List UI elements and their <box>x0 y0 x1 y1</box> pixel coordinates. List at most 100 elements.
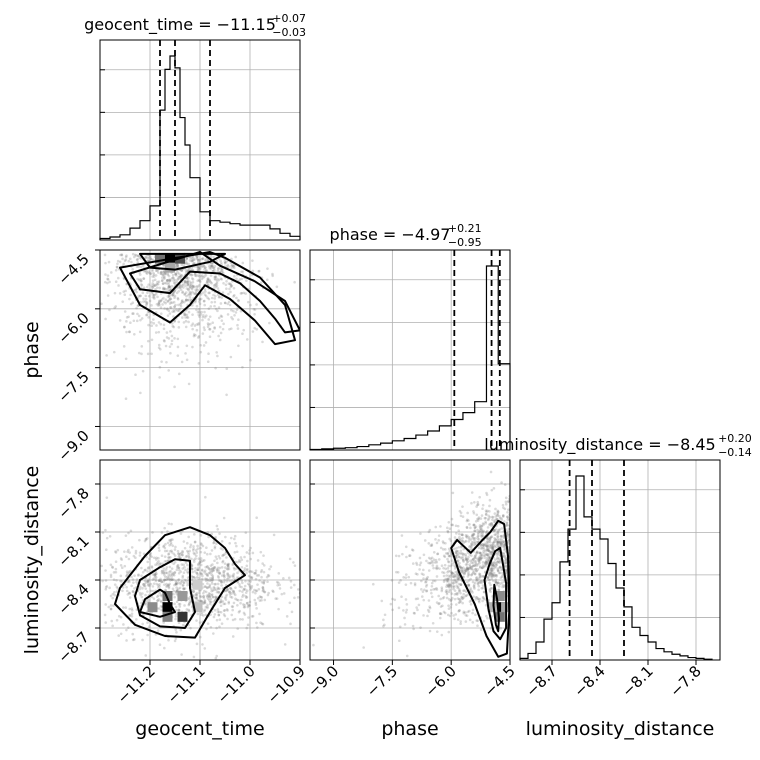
sample-point <box>195 571 199 575</box>
sample-point <box>245 338 249 341</box>
sample-point <box>491 562 495 566</box>
sample-point <box>199 297 203 301</box>
sample-point <box>163 281 167 285</box>
sample-point <box>199 267 202 270</box>
sample-point <box>130 607 134 610</box>
sample-point <box>181 290 185 294</box>
sample-point <box>186 571 190 575</box>
sample-point <box>214 582 217 586</box>
sample-point <box>199 599 202 603</box>
sample-point <box>494 580 498 584</box>
sample-point <box>184 319 188 323</box>
sample-point <box>463 540 467 544</box>
sample-point <box>147 578 151 581</box>
sample-point <box>440 586 444 589</box>
sample-point <box>488 587 492 591</box>
sample-point <box>197 267 200 271</box>
sample-point <box>404 573 408 576</box>
sample-point <box>426 575 430 579</box>
sample-point <box>402 609 405 612</box>
contour-time_phase <box>139 252 226 271</box>
sample-point <box>192 333 196 336</box>
sample-point <box>450 571 454 574</box>
sample-point <box>134 556 137 560</box>
sample-point <box>502 540 506 544</box>
sample-point <box>429 588 433 592</box>
sample-point <box>474 561 477 565</box>
sample-point <box>293 280 296 284</box>
sample-point <box>165 578 168 582</box>
sample-point <box>127 315 130 319</box>
sample-point <box>428 606 432 610</box>
sample-point <box>397 581 401 584</box>
sample-point <box>120 580 123 583</box>
sample-point <box>496 560 500 564</box>
sample-point <box>499 543 502 546</box>
sample-point <box>182 571 186 574</box>
sample-point <box>231 574 234 578</box>
sample-point <box>49 618 52 621</box>
sample-point <box>175 589 179 592</box>
sample-point <box>272 533 276 537</box>
sample-point <box>462 547 465 551</box>
sample-point <box>439 612 442 616</box>
sample-point <box>424 580 427 584</box>
sample-point <box>424 580 428 583</box>
sample-point <box>238 609 242 613</box>
sample-point <box>469 565 473 569</box>
sample-point <box>459 566 462 569</box>
sample-point <box>157 607 161 610</box>
sample-point <box>141 369 145 373</box>
sample-point <box>450 563 454 566</box>
sample-point <box>448 582 451 586</box>
sample-point <box>178 552 182 556</box>
sample-point <box>217 554 221 558</box>
sample-point <box>255 516 258 520</box>
sample-point <box>162 544 166 548</box>
sample-point <box>496 567 500 570</box>
sample-point <box>211 330 215 333</box>
sample-point <box>161 282 165 285</box>
sample-point <box>203 600 207 603</box>
sample-point <box>188 280 192 284</box>
sample-point <box>410 548 414 552</box>
sample-point <box>471 621 475 624</box>
sample-point <box>202 265 206 268</box>
sample-point <box>220 584 223 587</box>
sample-point <box>207 281 210 284</box>
sample-point <box>169 569 172 573</box>
sample-point <box>157 584 160 587</box>
sample-point <box>489 574 492 578</box>
sample-point <box>248 585 252 589</box>
sample-point <box>137 573 140 576</box>
sample-point <box>469 545 473 548</box>
sample-point <box>230 605 234 608</box>
sample-point <box>496 541 500 544</box>
sample-point <box>188 601 191 605</box>
sample-point <box>133 638 136 641</box>
sample-point <box>196 257 199 261</box>
sample-point <box>217 576 220 579</box>
sample-point <box>251 259 254 262</box>
sample-point <box>435 601 439 604</box>
sample-point <box>442 554 446 558</box>
sample-point <box>190 567 193 571</box>
sample-point <box>448 537 451 541</box>
sample-point <box>57 300 60 303</box>
sample-point <box>191 273 194 277</box>
sample-point <box>502 551 506 555</box>
sample-point <box>127 259 131 263</box>
sample-point <box>196 547 200 550</box>
sample-point <box>151 275 154 278</box>
sample-point <box>180 360 184 364</box>
sample-point <box>177 326 181 329</box>
sample-point <box>166 299 170 303</box>
sample-point <box>497 581 500 585</box>
sample-point <box>219 600 223 604</box>
sample-point <box>166 541 170 545</box>
sample-point <box>195 593 199 597</box>
sample-point <box>484 544 488 548</box>
sample-point <box>477 556 481 560</box>
sample-point <box>444 577 448 581</box>
sample-point <box>181 576 184 579</box>
